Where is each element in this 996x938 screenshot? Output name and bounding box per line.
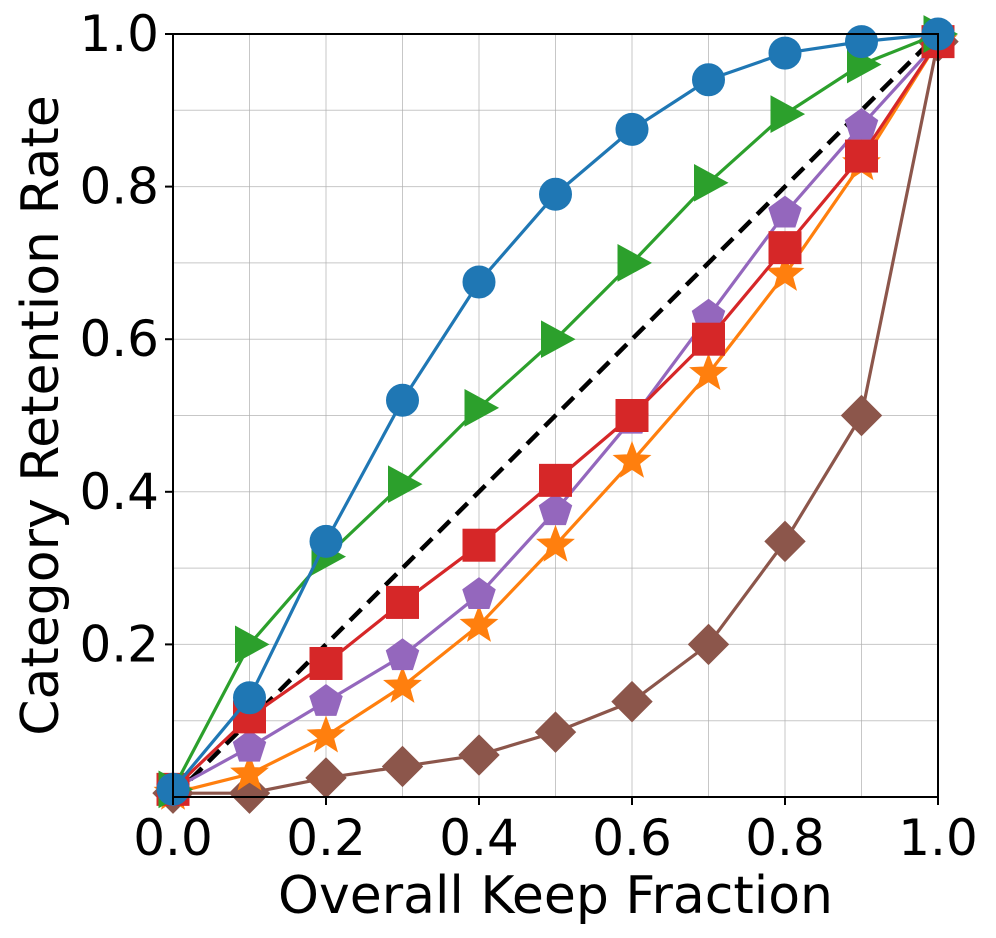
data-point-star	[459, 604, 499, 642]
data-point-triangle-right	[464, 389, 500, 427]
data-point-diamond	[840, 394, 883, 437]
y-tick-label: 0.6	[79, 310, 159, 368]
x-tick-label: 0.0	[133, 809, 213, 867]
data-point-square	[615, 399, 649, 432]
y-axis-label: Category Retention Rate	[11, 95, 71, 736]
data-point-triangle-right	[388, 465, 423, 504]
data-point-star	[612, 440, 652, 478]
data-point-diamond	[687, 623, 730, 666]
data-point-diamond	[381, 745, 424, 788]
data-point-pentagon	[768, 195, 802, 228]
data-point-triangle-right	[617, 244, 653, 282]
data-point-circle	[768, 36, 802, 70]
data-point-square	[309, 646, 343, 680]
x-tick-label: 0.2	[286, 809, 366, 867]
x-tick-label: 1.0	[898, 809, 978, 867]
diagonal-line	[171, 32, 940, 799]
x-tick-label: 0.8	[745, 809, 825, 867]
y-tick-label: 1.0	[79, 5, 159, 63]
x-axis-label: Overall Keep Fraction	[278, 866, 833, 926]
data-point-pentagon	[844, 107, 879, 140]
data-point-diamond	[305, 757, 347, 799]
data-point-circle	[539, 177, 572, 211]
data-point-diamond	[534, 711, 577, 753]
data-point-diamond	[764, 520, 806, 563]
data-point-diamond	[228, 772, 271, 814]
data-point-circle	[309, 524, 343, 558]
data-point-circle	[462, 265, 496, 299]
data-point-triangle-right	[235, 625, 270, 664]
reference-diagonal	[171, 32, 940, 799]
data-point-triangle-right	[541, 320, 576, 359]
plot-frame	[172, 33, 939, 798]
data-point-pentagon	[232, 729, 267, 762]
x-tick-label: 0.6	[592, 809, 672, 867]
data-point-pentagon	[309, 684, 343, 716]
data-point-circle	[845, 25, 878, 59]
data-point-star	[230, 753, 269, 791]
y-tick-label: 0.4	[79, 463, 159, 521]
data-point-star	[689, 353, 728, 391]
data-point-square	[539, 463, 572, 497]
data-point-square	[462, 528, 496, 562]
data-point-circle	[386, 383, 419, 417]
data-point-square	[845, 139, 878, 173]
data-point-diamond	[458, 734, 500, 776]
data-point-square	[386, 585, 419, 619]
x-tick-label: 0.4	[439, 809, 519, 867]
data-point-square	[692, 322, 725, 356]
data-point-square	[768, 231, 802, 265]
data-point-circle	[615, 112, 649, 146]
data-point-star	[383, 665, 422, 703]
data-point-triangle-right	[694, 163, 729, 202]
data-point-triangle-right	[770, 95, 806, 133]
x-axis-ticks: 0.0 0.2 0.4 0.6 0.8 1.0	[133, 797, 978, 867]
data-point-star	[536, 524, 575, 562]
y-axis-ticks: 0.2 0.4 0.6 0.8 1.0	[79, 5, 173, 673]
data-point-star	[765, 253, 805, 291]
y-tick-label: 0.8	[79, 158, 159, 216]
data-point-pentagon	[385, 638, 420, 671]
data-point-circle	[233, 681, 266, 715]
data-point-circle	[692, 63, 725, 97]
data-point-pentagon	[538, 493, 573, 526]
series-blue-circle	[156, 17, 955, 806]
data-point-star	[306, 715, 346, 753]
y-tick-label: 0.2	[79, 615, 159, 673]
data-point-pentagon	[462, 577, 496, 610]
series-group	[152, 15, 959, 814]
data-point-diamond	[611, 680, 653, 723]
